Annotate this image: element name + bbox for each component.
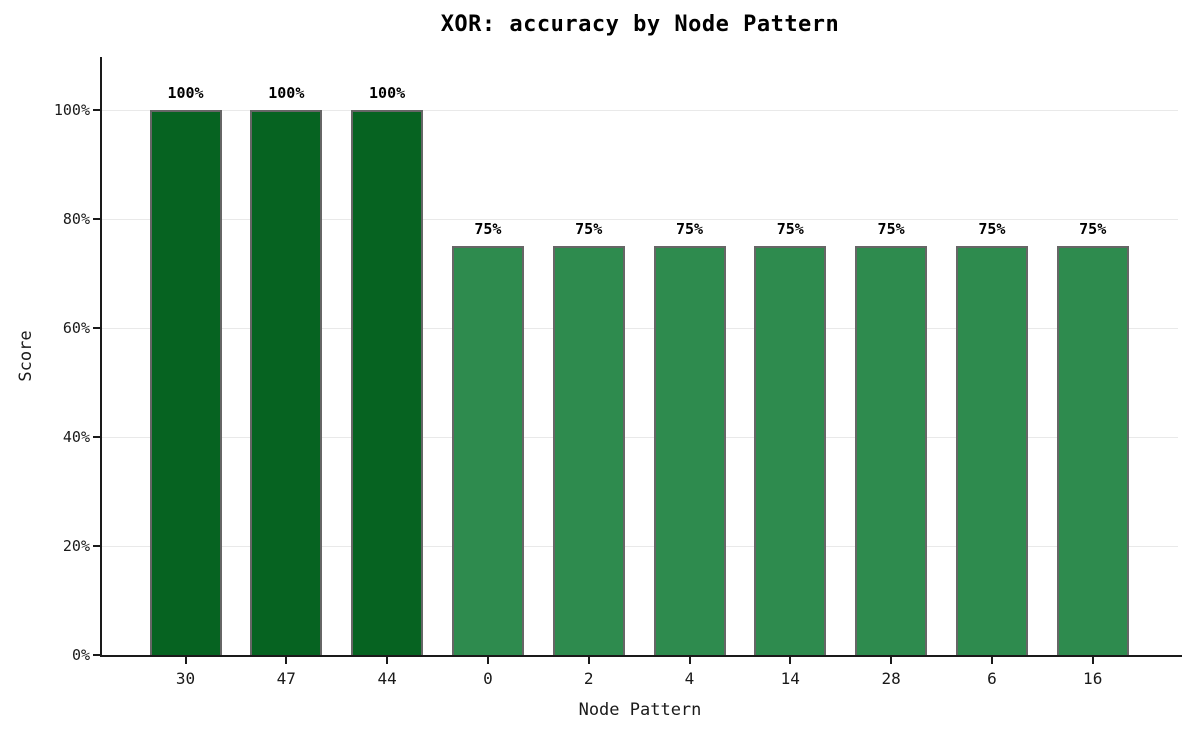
y-tick-label: 80% [62, 210, 90, 228]
x-tick-label: 44 [377, 669, 397, 688]
x-tick-label: 28 [881, 669, 901, 688]
bar-value-label: 100% [369, 84, 406, 102]
x-tick-label: 47 [276, 669, 296, 688]
bar-value-label: 75% [776, 220, 804, 239]
y-axis-label: Score [16, 330, 36, 382]
y-tick-label: 40% [62, 428, 90, 446]
y-tick-label: 100% [53, 101, 90, 119]
gridline [102, 327, 1178, 329]
bar-value-label: 100% [167, 84, 204, 102]
bar-14 [754, 246, 827, 655]
bar-6 [955, 246, 1028, 655]
bar-4 [653, 246, 726, 655]
x-tick-mark [789, 657, 792, 664]
gridline [102, 109, 1178, 111]
y-tick-label: 60% [62, 319, 90, 337]
y-tick-mark [93, 436, 100, 438]
x-tick-label: 14 [780, 669, 800, 688]
y-tick-mark [93, 109, 100, 111]
x-tick-label: 16 [1083, 669, 1103, 688]
x-tick-mark [1091, 657, 1094, 664]
x-tick-label: 2 [583, 669, 594, 688]
y-tick-label: 0% [71, 646, 90, 664]
x-tick-mark [184, 657, 187, 664]
x-tick-label: 0 [483, 669, 493, 688]
bar-0 [451, 246, 524, 655]
y-tick-mark [93, 654, 100, 656]
y-tick-label: 20% [62, 537, 90, 555]
bar-28 [855, 246, 928, 655]
x-tick-mark [587, 657, 590, 664]
x-tick-mark [486, 657, 489, 664]
x-tick-mark [285, 657, 288, 664]
plot-area: 0% 20% 40% 60% 80% 100% 100% 30 100% 47 100% 44 75% 0… [54, 57, 1182, 688]
x-tick-mark [386, 657, 389, 664]
bar-value-label: 75% [675, 220, 704, 239]
x-tick-mark [890, 657, 893, 664]
gridline [102, 436, 1178, 438]
bar-value-label: 75% [575, 220, 603, 239]
y-tick-mark [93, 327, 100, 329]
bar-30 [149, 110, 222, 655]
bar-value-label: 75% [474, 220, 502, 239]
bar-value-label: 75% [978, 220, 1006, 239]
bar-value-label: 100% [268, 84, 305, 102]
bar-47 [250, 110, 323, 655]
gridline [102, 545, 1178, 547]
bar-value-label: 75% [1079, 220, 1107, 239]
bar-value-label: 75% [877, 220, 905, 239]
x-tick-mark [990, 657, 993, 664]
x-tick-mark [688, 657, 691, 664]
x-tick-label: 30 [175, 669, 196, 688]
x-tick-label: 6 [987, 669, 997, 688]
bar-2 [552, 246, 625, 655]
y-tick-mark [93, 218, 100, 220]
gridline [102, 218, 1178, 220]
bar-44 [351, 110, 424, 655]
bar-16 [1056, 246, 1129, 655]
x-tick-label: 4 [684, 669, 695, 688]
y-tick-mark [93, 545, 100, 547]
chart-title: XOR: accuracy by Node Pattern [440, 12, 840, 37]
x-axis-label: Node Pattern [578, 700, 702, 720]
